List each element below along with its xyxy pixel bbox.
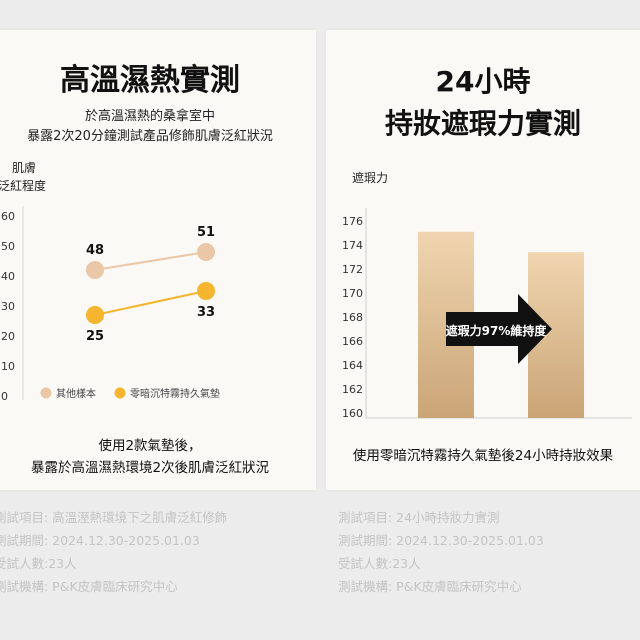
data-point xyxy=(197,243,215,261)
arrow-icon xyxy=(446,294,552,364)
info-line: 受試人數:23人 xyxy=(338,556,421,571)
left-caption-2: 暴露於高溫濕熱環境2次後肌膚泛紅狀況 xyxy=(30,460,270,476)
data-label: 51 xyxy=(197,225,215,240)
left-panel: 高溫濕熱實測 於高溫濕熱的桑拿室中 暴露2次20分鐘測試產品修飾肌膚泛紅狀況 肌… xyxy=(0,30,316,490)
y-tick-label: 172 xyxy=(342,263,363,276)
y-tick-label: 0 xyxy=(1,390,8,403)
y-tick-label: 164 xyxy=(342,359,363,372)
info-line: 測試機構: P&K皮膚臨床研究中心 xyxy=(338,579,522,594)
y-tick-label: 50 xyxy=(1,240,15,253)
right-info: 測試項目: 24小時持妝力實測 測試期間: 2024.12.30-2025.01… xyxy=(338,506,544,598)
data-label: 48 xyxy=(86,243,104,258)
info-line: 測試項目: 24小時持妝力實測 xyxy=(338,510,500,525)
left-caption-1: 使用2款氣墊後， xyxy=(98,438,202,454)
info-line: 受試人數:23人 xyxy=(0,556,77,571)
data-point xyxy=(86,306,104,324)
y-tick-label: 10 xyxy=(1,360,15,373)
legend-marker xyxy=(114,387,126,399)
y-tick-label: 20 xyxy=(1,330,15,343)
legend-marker xyxy=(40,387,52,399)
data-point xyxy=(197,282,215,300)
right-chart: 遮瑕力 160 162 164 166 168 170 172 174 176 遮瑕力97%維持… xyxy=(342,170,632,420)
y-axis-label: 泛紅程度 xyxy=(0,178,46,193)
right-caption: 使用零暗沉特霧持久氣墊後24小時持妝效果 xyxy=(352,448,614,464)
y-tick-label: 168 xyxy=(342,311,363,324)
y-tick-label: 166 xyxy=(342,335,363,348)
right-panel: 24小時 持妝遮瑕力實測 遮瑕力 160 162 164 166 168 170 172 17… xyxy=(326,30,640,490)
annotation-label: 遮瑕力97%維持度 xyxy=(446,323,548,338)
data-point xyxy=(86,261,104,279)
y-tick-label: 174 xyxy=(342,239,363,252)
y-axis-label: 遮瑕力 xyxy=(352,170,388,185)
legend-label: 零暗沉特霧持久氣墊 xyxy=(130,387,220,400)
right-title-2: 持妝遮瑕力實測 xyxy=(384,107,581,140)
left-subtitle-1: 於高溫濕熱的桑拿室中 xyxy=(84,109,215,124)
info-line: 測試期間: 2024.12.30-2025.01.03 xyxy=(338,533,544,548)
y-tick-label: 160 xyxy=(342,407,363,420)
left-title: 高溫濕熱實測 xyxy=(60,63,240,98)
left-info: 測試項目: 高溫溼熱環境下之肌膚泛紅修飾 測試期間: 2024.12.30-20… xyxy=(0,506,227,598)
data-label: 33 xyxy=(197,305,215,320)
y-tick-label: 176 xyxy=(342,215,363,228)
series-line xyxy=(94,290,207,316)
left-chart: 肌膚 泛紅程度 0 10 20 30 40 50 60 48 51 25 33 其他樣本 零暗沉特霧… xyxy=(0,160,220,403)
info-line: 測試項目: 高溫溼熱環境下之肌膚泛紅修飾 xyxy=(0,510,228,525)
info-line: 測試期間: 2024.12.30-2025.01.03 xyxy=(0,533,200,548)
series-line xyxy=(94,251,207,271)
y-tick-label: 170 xyxy=(342,287,363,300)
y-axis-label: 肌膚 xyxy=(12,160,36,175)
y-tick-label: 30 xyxy=(1,300,15,313)
y-tick-label: 162 xyxy=(342,383,363,396)
y-tick-label: 60 xyxy=(1,210,15,223)
left-subtitle-2: 暴露2次20分鐘測試產品修飾肌膚泛紅狀況 xyxy=(27,129,273,144)
info-line: 測試機構: P&K皮膚臨床研究中心 xyxy=(0,579,178,594)
data-label: 25 xyxy=(86,329,104,344)
y-tick-label: 40 xyxy=(1,270,15,283)
right-title-1: 24小時 xyxy=(435,65,531,98)
legend-label: 其他樣本 xyxy=(56,387,96,400)
